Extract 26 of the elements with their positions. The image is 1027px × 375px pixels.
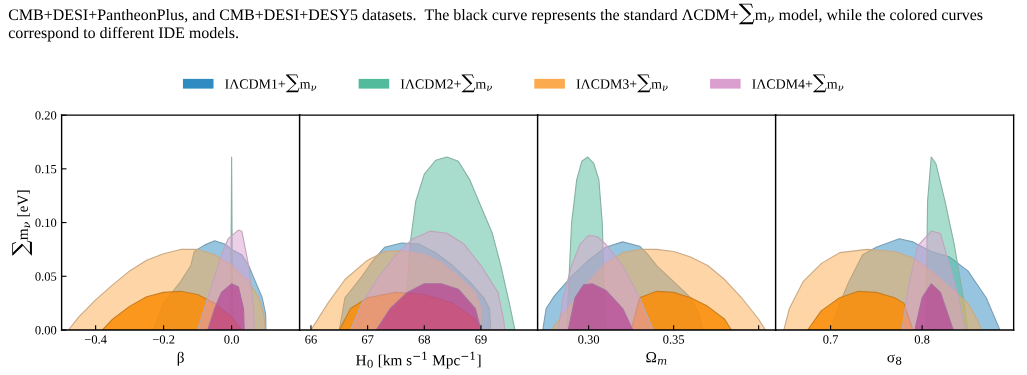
x-tick-label: 0.35 (663, 335, 685, 344)
x-axis-title: β (177, 351, 184, 366)
legend-label: IΛCDM1+∑m$_{ν}$ (225, 74, 317, 93)
legend-label: IΛCDM3+∑m$_{ν}$ (576, 74, 668, 93)
y-axis-title: ∑m$_{ν}$ [eV] (12, 190, 32, 256)
legend-label: IΛCDM4+∑m$_{ν}$ (752, 74, 844, 93)
y-tick-label: 0.20 (35, 111, 57, 120)
legend-label: IΛCDM2+∑m$_{ν}$ (400, 74, 492, 93)
x-axis-title: Ω$_{m}$ (646, 352, 667, 365)
x-axis-title: σ$_{8}$ (887, 354, 902, 365)
x-tick-label: 0.30 (578, 335, 600, 344)
x-axis-title: H$_{0}$ [km s$^{−1}$ Mpc$^{−1}$] (355, 351, 481, 369)
y-tick-label: 0.05 (35, 272, 57, 281)
x-tick-label: 0.0 (224, 335, 239, 344)
y-tick-label: 0.15 (35, 164, 57, 174)
x-tick-label: 67 (361, 335, 374, 344)
y-tick-label: 0.10 (35, 218, 57, 228)
x-tick-label: 69 (475, 335, 487, 344)
text: CMB+DESI+PantheonPlus, and CMB+DESI+DESY5 datasets. The black curve represents the standard ΛCDM+∑m$_{ν}$ model, while the colored curves correspond to different IDE models. (8, 3, 983, 42)
y-tick-label: 0.00 (35, 326, 57, 335)
x-tick-label: −0.4 (84, 335, 107, 344)
x-tick-label: 0.8 (914, 335, 930, 344)
x-tick-label: −0.2 (152, 335, 175, 344)
x-tick-label: 0.7 (823, 335, 839, 344)
x-tick-label: 68 (418, 335, 431, 344)
x-tick-label: 66 (305, 335, 317, 344)
